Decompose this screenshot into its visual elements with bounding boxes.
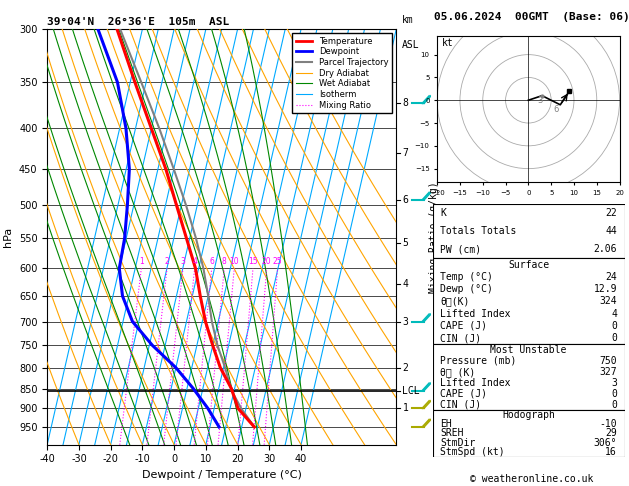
Text: 0: 0	[611, 389, 617, 399]
Text: Lifted Index: Lifted Index	[440, 309, 511, 319]
Text: 24: 24	[605, 272, 617, 282]
Text: Mixing Ratio (g/kg): Mixing Ratio (g/kg)	[430, 181, 439, 293]
Text: EH: EH	[440, 419, 452, 429]
Text: 10: 10	[230, 257, 239, 266]
Text: 6: 6	[403, 195, 408, 205]
Text: 0: 0	[611, 333, 617, 343]
Text: 324: 324	[599, 296, 617, 306]
Text: 3: 3	[611, 378, 617, 388]
Text: CAPE (J): CAPE (J)	[440, 321, 487, 331]
Text: © weatheronline.co.uk: © weatheronline.co.uk	[470, 473, 593, 484]
Text: 4: 4	[192, 257, 197, 266]
Text: 0: 0	[611, 399, 617, 410]
Text: Dewp (°C): Dewp (°C)	[440, 284, 493, 294]
Text: 5: 5	[403, 238, 408, 248]
Bar	[433, 345, 625, 410]
Text: PW (cm): PW (cm)	[440, 244, 482, 254]
Text: CAPE (J): CAPE (J)	[440, 389, 487, 399]
Text: Surface: Surface	[508, 260, 549, 270]
Text: 1: 1	[403, 403, 408, 413]
Text: Most Unstable: Most Unstable	[491, 345, 567, 355]
Text: 29: 29	[605, 429, 617, 438]
Text: 4: 4	[403, 279, 408, 289]
Text: 2: 2	[403, 363, 408, 373]
Text: 6: 6	[209, 257, 214, 266]
Text: 2.06: 2.06	[593, 244, 617, 254]
Text: Pressure (mb): Pressure (mb)	[440, 356, 517, 366]
Text: 20: 20	[262, 257, 272, 266]
Text: θᴄ(K): θᴄ(K)	[440, 296, 470, 306]
Text: 8: 8	[403, 98, 408, 108]
Text: StmDir: StmDir	[440, 438, 476, 448]
Text: SREH: SREH	[440, 429, 464, 438]
Text: CIN (J): CIN (J)	[440, 399, 482, 410]
Text: kt: kt	[442, 37, 454, 48]
Bar	[433, 259, 625, 345]
Bar	[433, 204, 625, 259]
Text: 12.9: 12.9	[593, 284, 617, 294]
Text: 16: 16	[605, 447, 617, 457]
Text: -10: -10	[599, 419, 617, 429]
Text: 750: 750	[599, 356, 617, 366]
X-axis label: Dewpoint / Temperature (°C): Dewpoint / Temperature (°C)	[142, 470, 302, 480]
Bar	[433, 410, 625, 457]
Text: 15: 15	[248, 257, 258, 266]
Text: Hodograph: Hodograph	[502, 410, 555, 420]
Text: km: km	[401, 15, 413, 25]
Text: 3: 3	[537, 96, 543, 104]
Y-axis label: hPa: hPa	[3, 227, 13, 247]
Text: K: K	[440, 208, 447, 218]
Text: Lifted Index: Lifted Index	[440, 378, 511, 388]
Text: CIN (J): CIN (J)	[440, 333, 482, 343]
Text: Totals Totals: Totals Totals	[440, 226, 517, 236]
Text: 2: 2	[165, 257, 169, 266]
Text: 4: 4	[611, 309, 617, 319]
Text: 306°: 306°	[593, 438, 617, 448]
Text: 44: 44	[605, 226, 617, 236]
Text: 8: 8	[222, 257, 226, 266]
Text: 39°04'N  26°36'E  105m  ASL: 39°04'N 26°36'E 105m ASL	[47, 17, 230, 27]
Text: 7: 7	[403, 148, 408, 158]
Text: ASL: ASL	[401, 39, 419, 50]
Text: 22: 22	[605, 208, 617, 218]
Text: 1: 1	[139, 257, 143, 266]
Text: 3: 3	[181, 257, 186, 266]
Text: Temp (°C): Temp (°C)	[440, 272, 493, 282]
Text: 05.06.2024  00GMT  (Base: 06): 05.06.2024 00GMT (Base: 06)	[433, 12, 629, 22]
Text: StmSpd (kt): StmSpd (kt)	[440, 447, 505, 457]
Text: 0: 0	[611, 321, 617, 331]
Legend: Temperature, Dewpoint, Parcel Trajectory, Dry Adiabat, Wet Adiabat, Isotherm, Mi: Temperature, Dewpoint, Parcel Trajectory…	[292, 34, 392, 113]
Text: 6: 6	[554, 104, 559, 114]
Text: 327: 327	[599, 367, 617, 377]
Text: LCL: LCL	[403, 385, 420, 396]
Text: 3: 3	[403, 316, 408, 327]
Text: 25: 25	[273, 257, 282, 266]
Text: θᴄ (K): θᴄ (K)	[440, 367, 476, 377]
